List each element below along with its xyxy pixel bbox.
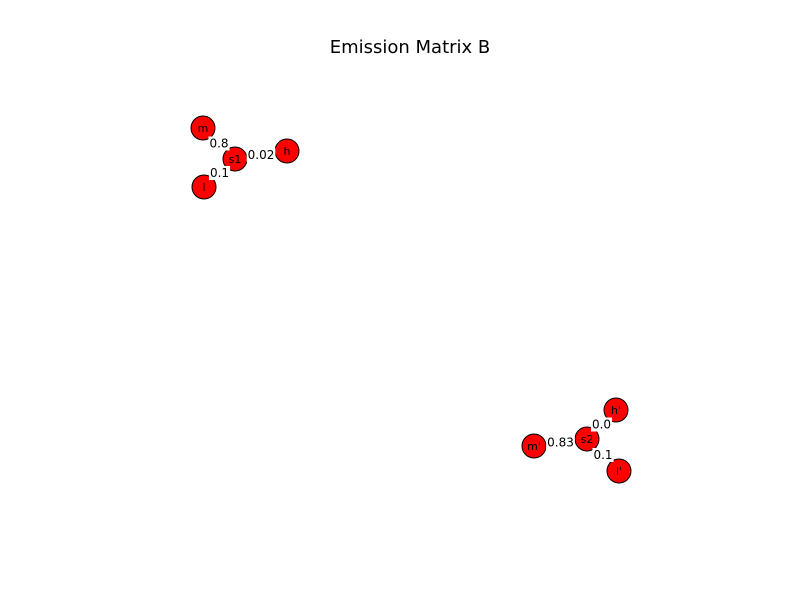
edge-label-s1-m: 0.8 (209, 137, 228, 151)
edge-label-bg (592, 448, 614, 462)
node-label-s1: s1 (229, 153, 242, 166)
node-label-l: l (202, 181, 205, 194)
graph-s1: s1 h m l 0.02 0.8 0.1 (190, 115, 300, 200)
node-s2 (574, 426, 600, 452)
edge-label-bg (208, 166, 231, 180)
node-m-prime (521, 433, 547, 459)
node-m (190, 115, 216, 141)
node-label-m-prime: m' (527, 440, 541, 453)
node-h-prime (603, 397, 629, 423)
node-label-h: h (284, 145, 291, 158)
edge-label-bg (546, 435, 575, 450)
graphs-layer: s1 h m l 0.02 0.8 0.1 s2 h' m' l' 0.0 0.83 0.1 (190, 115, 632, 484)
edge-label-s2-h-prime: 0.0 (592, 418, 611, 432)
node-label-h-prime: h' (611, 404, 621, 417)
node-label-l-prime: l' (616, 465, 622, 478)
diagram-title: Emission Matrix B (330, 37, 491, 58)
node-label-s2: s2 (581, 433, 594, 446)
edge-label-bg (208, 136, 230, 151)
graph-s2: s2 h' m' l' 0.0 0.83 0.1 (521, 397, 632, 484)
edge-label-bg (590, 417, 613, 432)
node-l (191, 174, 217, 200)
node-l-prime (606, 458, 632, 484)
edge-label-s2-m-prime: 0.83 (547, 436, 574, 450)
node-label-m: m (198, 122, 209, 135)
edge-label-s1-h: 0.02 (248, 148, 275, 162)
edge-label-s1-l: 0.1 (210, 166, 229, 180)
edge-label-bg (246, 148, 276, 162)
edge-label-s2-l-prime: 0.1 (593, 448, 612, 462)
